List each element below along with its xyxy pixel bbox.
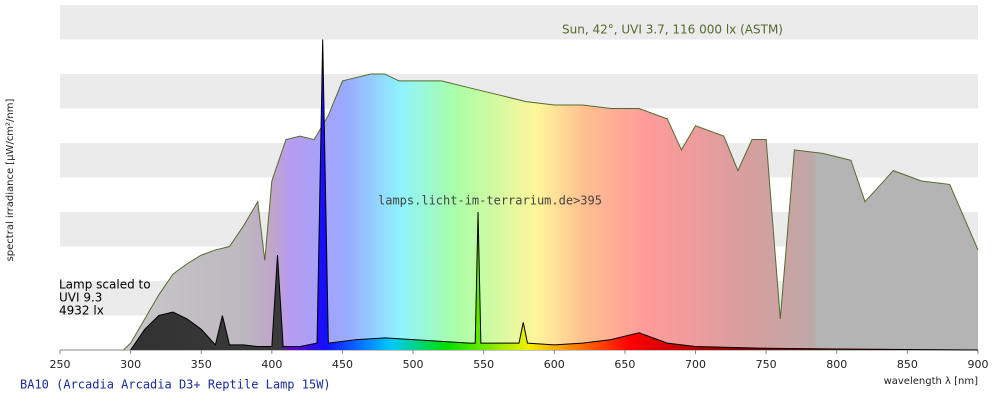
lamp-label: BA10 (Arcadia Arcadia D3+ Reptile Lamp 1…: [20, 378, 331, 392]
y-axis-label: spectral irradiance [µW/cm²/nm]: [5, 98, 16, 261]
plot: [123, 39, 979, 351]
x-tick-label: 350: [191, 358, 212, 371]
x-tick-label: 600: [544, 358, 565, 371]
x-tick-label: 750: [756, 358, 777, 371]
series-area: [123, 74, 979, 350]
x-tick-label: 550: [473, 358, 494, 371]
x-tick-label: 400: [261, 358, 282, 371]
annotation: Lamp scaled to: [59, 278, 151, 292]
x-tick-label: 300: [120, 358, 141, 371]
grid-band: [60, 5, 978, 40]
x-tick-label: 450: [332, 358, 353, 371]
x-tick-label: 500: [403, 358, 424, 371]
x-tick-label: 700: [685, 358, 706, 371]
x-axis-label: wavelength λ [nm]: [884, 376, 979, 387]
x-tick-label: 800: [826, 358, 847, 371]
grid-band: [60, 39, 978, 74]
annotation: 4932 lx: [59, 304, 104, 318]
x-tick-label: 250: [50, 358, 71, 371]
x-tick-label: 900: [968, 358, 989, 371]
x-tick-label: 850: [897, 358, 918, 371]
series-line: [123, 73, 979, 351]
sun-label: Sun, 42°, UVI 3.7, 116 000 lx (ASTM): [562, 23, 783, 37]
series-line: [130, 39, 979, 351]
x-tick-label: 650: [614, 358, 635, 371]
annotation: UVI 9.3: [59, 291, 102, 305]
watermark: lamps.licht-im-terrarium.de>395: [378, 194, 602, 208]
